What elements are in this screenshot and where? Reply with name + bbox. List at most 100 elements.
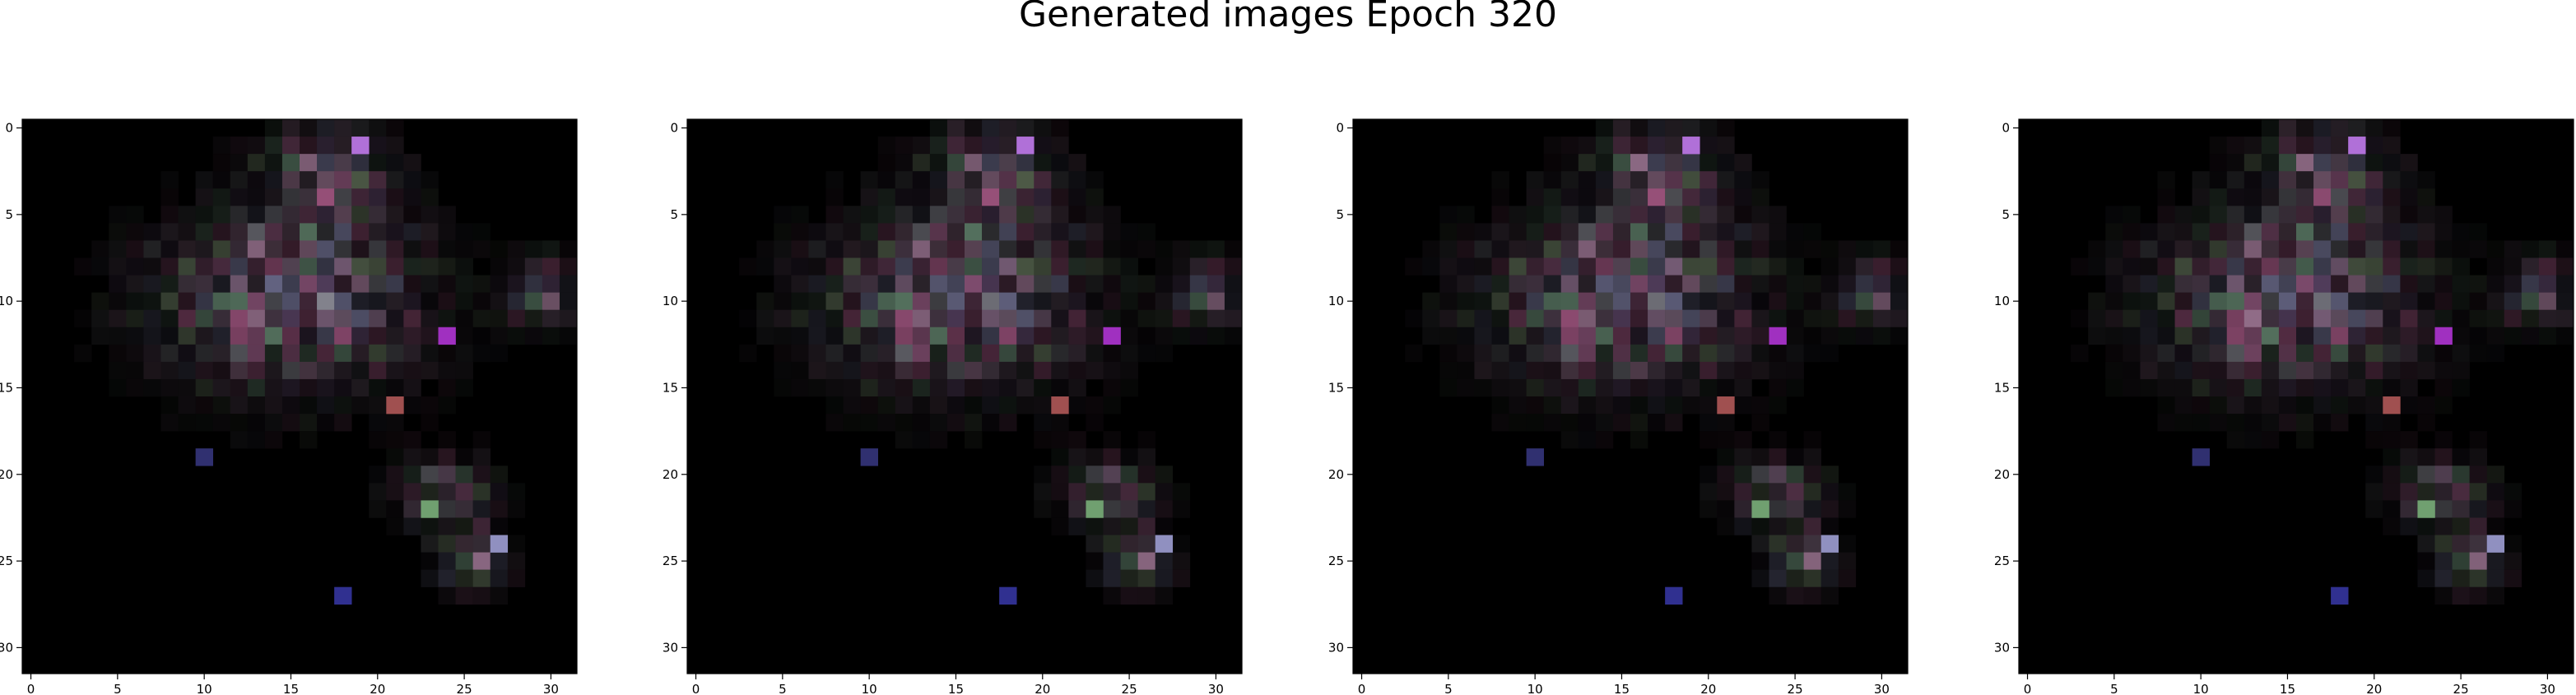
image-pixel <box>965 361 983 380</box>
image-pixel <box>109 240 127 258</box>
image-pixel <box>1051 292 1069 310</box>
image-pixel <box>877 275 896 293</box>
image-pixel <box>1769 466 1787 484</box>
image-pixel <box>843 309 861 328</box>
image-pixel <box>490 466 509 484</box>
image-pixel <box>1665 361 1683 380</box>
image-pixel <box>1560 292 1579 310</box>
image-pixel <box>2504 327 2523 345</box>
image-pixel <box>2365 327 2383 345</box>
image-pixel <box>490 552 509 570</box>
image-pixel <box>965 223 983 241</box>
image-pixel <box>1526 378 1544 397</box>
image-pixel <box>334 327 352 345</box>
image-pixel <box>2088 257 2106 276</box>
image-pixel <box>2174 414 2192 432</box>
image-pixel <box>2157 171 2175 189</box>
image-pixel <box>1560 309 1579 328</box>
image-pixel <box>1103 552 1121 570</box>
image-pixel <box>1068 171 1086 189</box>
image-pixel <box>2348 309 2366 328</box>
image-pixel <box>2365 414 2383 432</box>
image-pixel <box>386 292 404 310</box>
image-pixel <box>472 466 491 484</box>
image-pixel <box>455 586 473 605</box>
image-pixel <box>1700 344 1718 363</box>
image-pixel <box>2313 275 2332 293</box>
image-pixel <box>1682 327 1700 345</box>
image-pixel <box>1474 223 1492 241</box>
image-pixel <box>2365 171 2383 189</box>
image-pixel <box>524 257 543 276</box>
image-pixel <box>1665 240 1683 258</box>
image-pixel <box>403 154 421 172</box>
image-pixel <box>1526 257 1544 276</box>
image-pixel <box>1786 275 1804 293</box>
image-pixel <box>1224 327 1243 345</box>
image-pixel <box>1103 396 1121 415</box>
image-pixel <box>946 257 965 276</box>
x-tick-label: 30 <box>1874 682 1890 695</box>
image-pixel <box>2192 396 2210 415</box>
image-pixel <box>2226 154 2245 172</box>
image-pixel <box>1543 188 1562 206</box>
image-pixel <box>2417 517 2435 535</box>
image-pixel <box>1630 292 1648 310</box>
image-pixel <box>982 188 1000 206</box>
image-pixel <box>247 309 266 328</box>
image-pixel <box>2383 517 2401 535</box>
image-pixel <box>2157 309 2175 328</box>
image-pixel <box>2140 361 2158 380</box>
image-pixel <box>369 309 387 328</box>
image-pixel <box>2486 275 2505 293</box>
image-pixel <box>2504 257 2523 276</box>
image-pixel <box>317 257 335 276</box>
image-pixel <box>143 344 161 363</box>
image-pixel <box>843 206 861 224</box>
image-pixel <box>1560 431 1579 449</box>
image-pixel <box>1803 466 1821 484</box>
image-pixel <box>965 137 983 155</box>
axes-frame <box>1352 118 1909 674</box>
image-pixel <box>1051 309 1069 328</box>
image-pixel <box>1820 483 1839 501</box>
image-pixel <box>195 206 213 224</box>
image-pixel <box>1612 257 1631 276</box>
image-pixel <box>351 119 370 137</box>
image-pixel <box>808 361 826 380</box>
image-pixel <box>2365 483 2383 501</box>
image-pixel <box>300 378 318 397</box>
image-pixel <box>369 206 387 224</box>
image-pixel <box>1103 206 1121 224</box>
image-pixel <box>1595 361 1614 380</box>
image-pixel <box>1751 344 1769 363</box>
image-pixel <box>1682 119 1700 137</box>
image-pixel <box>126 257 144 276</box>
image-pixel <box>1457 223 1475 241</box>
image-pixel <box>472 327 491 345</box>
image-pixel <box>403 483 421 501</box>
image-pixel <box>2123 275 2141 293</box>
image-pixel <box>1595 327 1614 345</box>
image-pixel <box>2521 309 2540 328</box>
image-pixel <box>2538 257 2557 276</box>
image-pixel <box>524 292 543 310</box>
image-pixel <box>2278 119 2297 137</box>
image-pixel <box>860 309 878 328</box>
image-pixel <box>1751 535 1769 553</box>
image-pixel <box>1068 344 1086 363</box>
image-pixel <box>472 552 491 570</box>
image-pixel <box>2123 309 2141 328</box>
image-pixel <box>2226 223 2245 241</box>
image-pixel <box>1543 223 1562 241</box>
image-pixel <box>2417 483 2435 501</box>
image-pixel <box>1137 483 1155 501</box>
image-pixel <box>2157 327 2175 345</box>
image-pixel <box>2434 431 2453 449</box>
image-pixel <box>438 396 456 415</box>
image-pixel <box>791 344 809 363</box>
image-pixel <box>2469 292 2487 310</box>
image-pixel <box>1717 378 1735 397</box>
image-pixel <box>2383 188 2401 206</box>
image-pixel <box>1543 361 1562 380</box>
